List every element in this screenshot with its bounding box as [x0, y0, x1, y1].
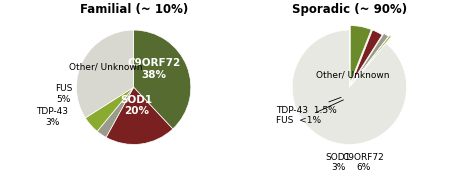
Wedge shape [134, 30, 191, 129]
Text: SOD1
3%: SOD1 3% [325, 153, 351, 172]
Wedge shape [352, 30, 382, 83]
Wedge shape [106, 87, 173, 144]
Text: Other/ Unknown: Other/ Unknown [316, 70, 389, 79]
Text: C9ORF72
38%: C9ORF72 38% [127, 58, 180, 80]
Text: FUS
5%: FUS 5% [55, 84, 73, 104]
Text: C9ORF72
6%: C9ORF72 6% [343, 153, 384, 172]
Text: TDP-43
3%: TDP-43 3% [36, 107, 68, 127]
Text: SOD1
20%: SOD1 20% [120, 95, 153, 116]
Wedge shape [292, 30, 407, 144]
Text: Other/ Unknown: Other/ Unknown [69, 62, 143, 71]
Text: TDP-43  1.5%: TDP-43 1.5% [276, 97, 341, 115]
Wedge shape [85, 87, 134, 131]
Wedge shape [76, 30, 134, 118]
Wedge shape [355, 35, 391, 80]
Wedge shape [353, 33, 388, 82]
Wedge shape [350, 26, 371, 83]
Text: FUS  <1%: FUS <1% [276, 100, 344, 125]
Title: Familial (~ 10%): Familial (~ 10%) [80, 3, 188, 16]
Wedge shape [97, 87, 134, 137]
Title: Sporadic (~ 90%): Sporadic (~ 90%) [292, 3, 407, 16]
